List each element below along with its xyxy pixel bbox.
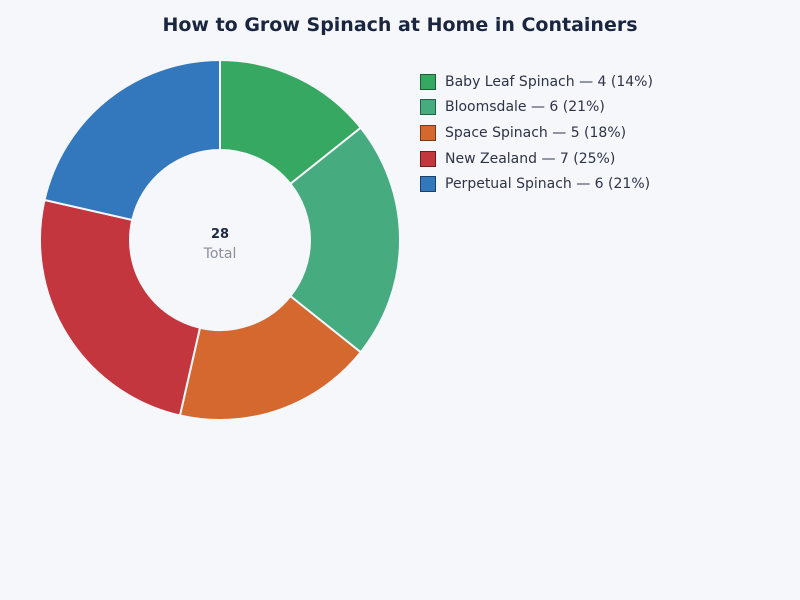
legend-swatch bbox=[420, 124, 436, 141]
donut-segment-bloomsdale[interactable] bbox=[288, 126, 401, 354]
legend-item[interactable]: Space Spinach — 5 (18%) bbox=[420, 120, 653, 146]
legend-item[interactable]: Bloomsdale — 6 (21%) bbox=[420, 95, 653, 121]
donut-chart bbox=[39, 58, 401, 421]
legend-swatch bbox=[420, 99, 436, 116]
legend-swatch bbox=[420, 176, 436, 193]
legend-item[interactable]: New Zealand — 7 (25%) bbox=[420, 146, 653, 172]
legend-item[interactable]: Perpetual Spinach — 6 (21%) bbox=[420, 171, 653, 197]
legend-label: Space Spinach — 5 (18%) bbox=[445, 124, 627, 141]
donut-segment-perpetual-spinach[interactable] bbox=[43, 58, 221, 222]
donut-segment-space-spinach[interactable] bbox=[178, 294, 363, 421]
legend-label: Baby Leaf Spinach — 4 (14%) bbox=[445, 73, 653, 90]
legend-label: Perpetual Spinach — 6 (21%) bbox=[445, 176, 651, 193]
donut-segment-new-zealand[interactable] bbox=[39, 198, 202, 417]
legend: Baby Leaf Spinach — 4 (14%) Bloomsdale —… bbox=[420, 69, 653, 197]
legend-label: Bloomsdale — 6 (21%) bbox=[445, 99, 605, 116]
center-total-value: 28 bbox=[210, 227, 230, 242]
legend-swatch bbox=[420, 73, 436, 90]
legend-label: New Zealand — 7 (25%) bbox=[445, 150, 616, 167]
center-total-label: Total bbox=[203, 246, 237, 262]
legend-swatch bbox=[420, 150, 436, 167]
chart-title: How to Grow Spinach at Home in Container… bbox=[162, 14, 638, 36]
legend-item[interactable]: Baby Leaf Spinach — 4 (14%) bbox=[420, 69, 653, 95]
